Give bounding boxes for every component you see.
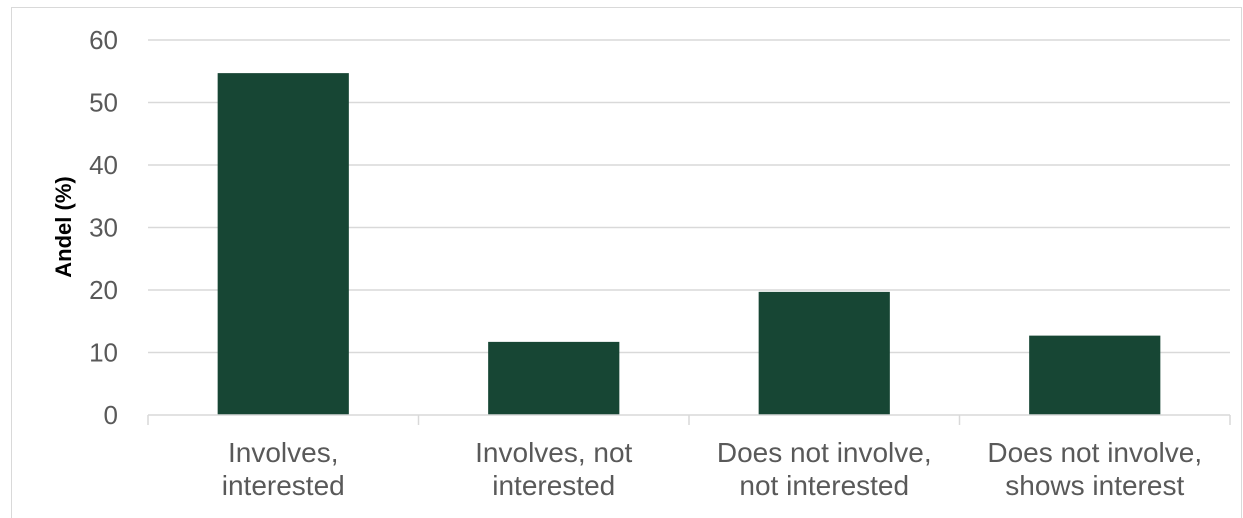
y-tick-label: 40 xyxy=(89,150,118,180)
y-axis-title: Andel (%) xyxy=(51,176,76,277)
chart-frame xyxy=(11,7,1242,518)
x-tick-label-line: not interested xyxy=(739,470,909,501)
x-tick-label: Does not involve, shows interest xyxy=(987,437,1202,501)
x-tick-label-line: interested xyxy=(222,470,345,501)
x-tick-label-line: shows interest xyxy=(1005,470,1184,501)
x-tick-label: Does not involve, not interested xyxy=(717,437,932,501)
x-tick-label-line: interested xyxy=(492,470,615,501)
x-tick-label-line: Does not involve, xyxy=(717,437,932,468)
bar xyxy=(217,73,349,415)
x-tick-label-line: Involves, not xyxy=(475,437,632,468)
bars xyxy=(217,73,1161,415)
y-tick-label: 50 xyxy=(89,88,118,118)
y-tick-label: 60 xyxy=(89,25,118,55)
x-tick-label: Involves, interested xyxy=(222,437,345,501)
y-tick-label: 30 xyxy=(89,213,118,243)
bar xyxy=(488,341,620,415)
x-axis xyxy=(147,414,1231,425)
x-tick-label-line: Involves, xyxy=(228,437,339,468)
x-tick-label: Involves, not interested xyxy=(475,437,632,501)
y-axis-ticks: 0 10 20 30 40 50 60 xyxy=(89,25,118,430)
y-tick-label: 20 xyxy=(89,275,118,305)
bar xyxy=(1029,335,1161,415)
x-tick-label-line: Does not involve, xyxy=(987,437,1202,468)
y-tick-label: 0 xyxy=(104,400,118,430)
y-tick-label: 10 xyxy=(89,338,118,368)
bar xyxy=(758,291,890,415)
